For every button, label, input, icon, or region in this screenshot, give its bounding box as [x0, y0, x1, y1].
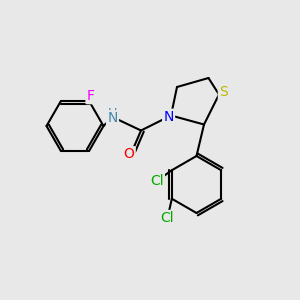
Text: S: S	[219, 85, 228, 99]
Text: O: O	[124, 148, 134, 161]
Text: F: F	[87, 89, 95, 103]
Text: N: N	[107, 112, 118, 125]
Text: H: H	[108, 107, 117, 120]
Text: Cl: Cl	[150, 174, 164, 188]
Text: N: N	[164, 110, 174, 124]
Text: Cl: Cl	[160, 211, 174, 225]
